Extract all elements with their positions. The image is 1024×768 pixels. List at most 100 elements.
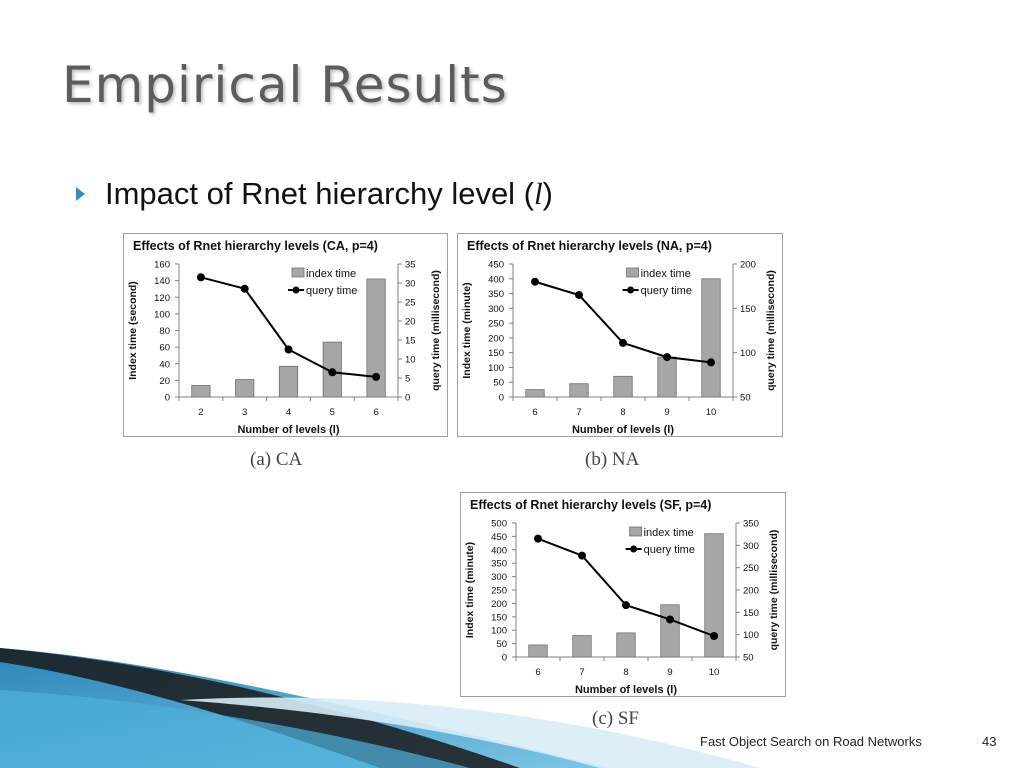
right-tick-label: 25 [405, 298, 416, 309]
query-time-point [663, 353, 671, 362]
chart-ca: Effects of Rnet hierarchy levels (CA, p=… [123, 233, 448, 437]
y-axis-title: Index time (minute) [461, 282, 473, 378]
left-tick-label: 50 [493, 378, 504, 389]
legend-swatch-query-marker [630, 545, 638, 553]
left-tick-label: 20 [159, 376, 170, 387]
query-time-point [534, 534, 542, 543]
x-tick-label: 10 [706, 407, 717, 418]
query-time-point [372, 372, 381, 381]
x-tick-label: 6 [532, 407, 537, 418]
right-tick-label: 20 [405, 317, 416, 328]
right-tick-label: 5 [405, 374, 410, 385]
chart-frame [123, 233, 448, 437]
query-time-point [328, 368, 337, 377]
right-tick-label: 50 [743, 653, 754, 664]
left-tick-label: 0 [165, 393, 170, 404]
legend-swatch-index [626, 267, 640, 278]
query-time-point [666, 615, 674, 624]
right-tick-label: 150 [740, 304, 756, 315]
right-tick-label: 250 [743, 563, 759, 574]
right-tick-label: 30 [405, 279, 416, 290]
left-tick-label: 250 [491, 586, 507, 597]
x-tick-label: 10 [709, 667, 720, 678]
index-time-bar [528, 644, 548, 658]
left-tick-label: 450 [488, 260, 504, 271]
chart-na: Effects of Rnet hierarchy levels (NA, p=… [457, 233, 783, 437]
legend-label-index: index time [306, 268, 356, 280]
right-tick-label: 0 [405, 393, 410, 404]
left-tick-label: 60 [159, 343, 170, 354]
chart-frame [457, 233, 783, 437]
right-tick-label: 10 [405, 355, 416, 366]
bullet-arrow-icon [76, 187, 85, 201]
slide-title: Empirical Results [62, 56, 508, 114]
bullet-item: Impact of Rnet hierarchy level (l) [76, 176, 553, 212]
right-tick-label: 350 [743, 519, 759, 530]
bullet-text-main: Impact of Rnet hierarchy level ( [105, 176, 535, 211]
x-tick-label: 6 [373, 407, 378, 418]
x-axis-title: Number of levels (l) [572, 424, 674, 436]
query-time-point [240, 284, 249, 293]
left-tick-label: 350 [491, 559, 507, 570]
left-tick-label: 50 [496, 639, 507, 650]
index-time-bar [572, 635, 592, 658]
chart-title: Effects of Rnet hierarchy levels (CA, p=… [133, 239, 378, 253]
bullet-text: Impact of Rnet hierarchy level (l) [105, 176, 553, 212]
legend-swatch-query-marker [292, 286, 300, 294]
legend-label-query: query time [641, 285, 692, 297]
x-tick-label: 4 [286, 407, 291, 418]
left-tick-label: 150 [488, 348, 504, 359]
x-tick-label: 2 [198, 407, 203, 418]
query-time-point [622, 601, 630, 610]
left-tick-label: 350 [488, 289, 504, 300]
index-time-bar [235, 379, 255, 398]
left-tick-label: 300 [491, 572, 507, 583]
legend-label-query: query time [644, 544, 695, 556]
caption-ca: (a) CA [250, 449, 303, 470]
left-tick-label: 160 [154, 260, 170, 271]
left-tick-label: 400 [491, 545, 507, 556]
index-time-bar [525, 389, 545, 398]
index-time-bar [191, 384, 211, 398]
left-tick-label: 0 [499, 393, 504, 404]
legend-label-index: index time [644, 527, 694, 539]
index-time-bar [616, 632, 636, 658]
left-tick-label: 500 [491, 519, 507, 530]
legend-label-index: index time [641, 268, 691, 280]
chart-frame [460, 492, 786, 697]
left-tick-label: 450 [491, 532, 507, 543]
left-tick-label: 200 [491, 599, 507, 610]
y-axis-title: Index time (minute) [464, 542, 476, 638]
x-tick-label: 5 [330, 407, 335, 418]
query-time-point [575, 291, 583, 300]
y2-axis-title: query time (millisecond) [768, 530, 780, 651]
page-number: 43 [982, 734, 997, 749]
query-time-point [619, 338, 627, 347]
legend-swatch-index [291, 267, 305, 278]
index-time-bar [613, 375, 633, 398]
left-tick-label: 250 [488, 319, 504, 330]
left-tick-label: 120 [154, 293, 170, 304]
index-time-bar [704, 533, 724, 658]
left-tick-label: 200 [488, 333, 504, 344]
index-time-bar [701, 278, 721, 398]
query-time-point [196, 273, 205, 282]
query-time-point [284, 345, 293, 354]
caption-na: (b) NA [585, 449, 640, 470]
x-tick-label: 7 [579, 667, 584, 678]
right-tick-label: 150 [743, 608, 759, 619]
x-axis-title: Number of levels (l) [575, 684, 677, 696]
x-tick-label: 9 [664, 407, 669, 418]
x-tick-label: 8 [623, 667, 628, 678]
left-tick-label: 40 [159, 359, 170, 370]
query-time-point [531, 277, 539, 286]
chart-title: Effects of Rnet hierarchy levels (NA, p=… [467, 239, 712, 253]
index-time-bar [278, 365, 299, 398]
right-tick-label: 200 [743, 586, 759, 597]
left-tick-label: 100 [491, 626, 507, 637]
left-tick-label: 100 [488, 363, 504, 374]
right-tick-label: 50 [740, 393, 751, 404]
legend-swatch-query-marker [627, 286, 635, 294]
footer-title: Fast Object Search on Road Networks [700, 734, 922, 749]
